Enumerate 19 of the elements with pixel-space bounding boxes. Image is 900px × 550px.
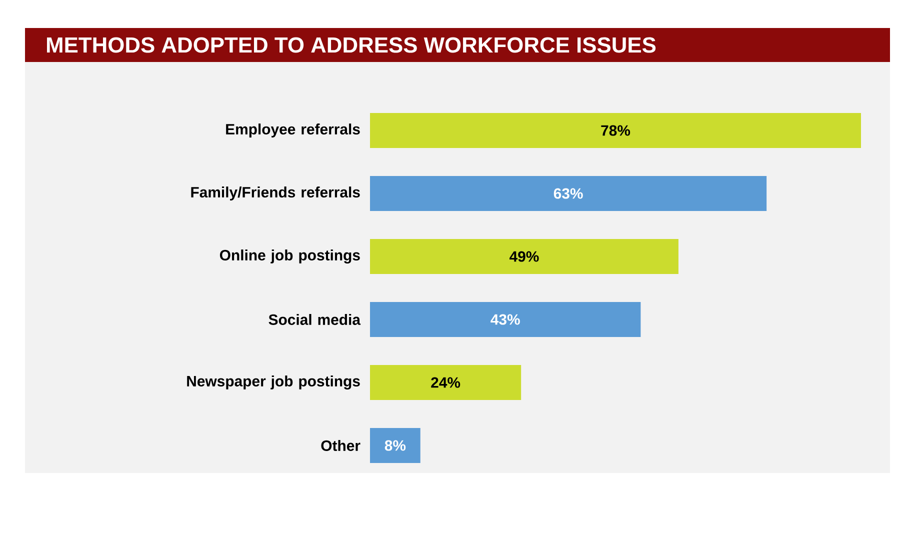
bar <box>370 428 420 463</box>
y-tick-label: Other <box>321 440 360 451</box>
bar <box>370 302 641 337</box>
data-label: 49% <box>509 251 539 262</box>
bar <box>370 113 861 148</box>
bar <box>370 365 522 400</box>
y-tick-label: Newspaper job postings <box>187 376 360 390</box>
data-label: 63% <box>554 188 583 199</box>
y-tick-label: Employee referrals <box>226 124 360 138</box>
bar <box>370 176 767 211</box>
data-label: 24% <box>431 377 460 388</box>
y-tick-label: Social media <box>268 314 361 325</box>
y-tick-label: Online job postings <box>220 250 360 264</box>
data-label: 8% <box>384 440 406 451</box>
y-tick-label: Family/Friends referrals <box>191 186 360 200</box>
data-label: 43% <box>490 314 520 325</box>
chart-title: METHODS ADOPTED TO ADDRESS WORKFORCE ISSUES <box>47 37 656 53</box>
data-label: 78% <box>601 125 630 136</box>
bar <box>370 239 678 274</box>
